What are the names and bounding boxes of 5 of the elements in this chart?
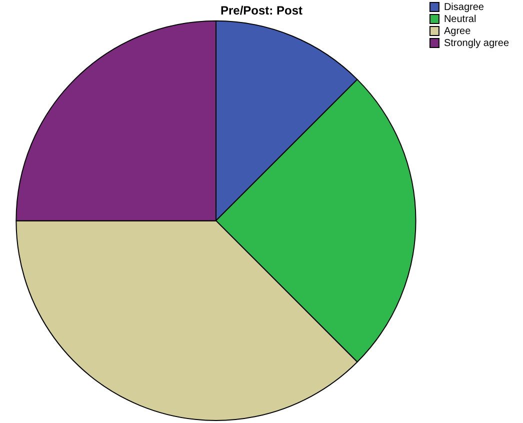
legend-label: Neutral (444, 14, 476, 25)
legend-label: Strongly agree (444, 38, 510, 49)
legend-label: Disagree (444, 2, 484, 13)
chart-title: Pre/Post: Post (220, 4, 303, 18)
legend-label: Agree (444, 26, 472, 37)
